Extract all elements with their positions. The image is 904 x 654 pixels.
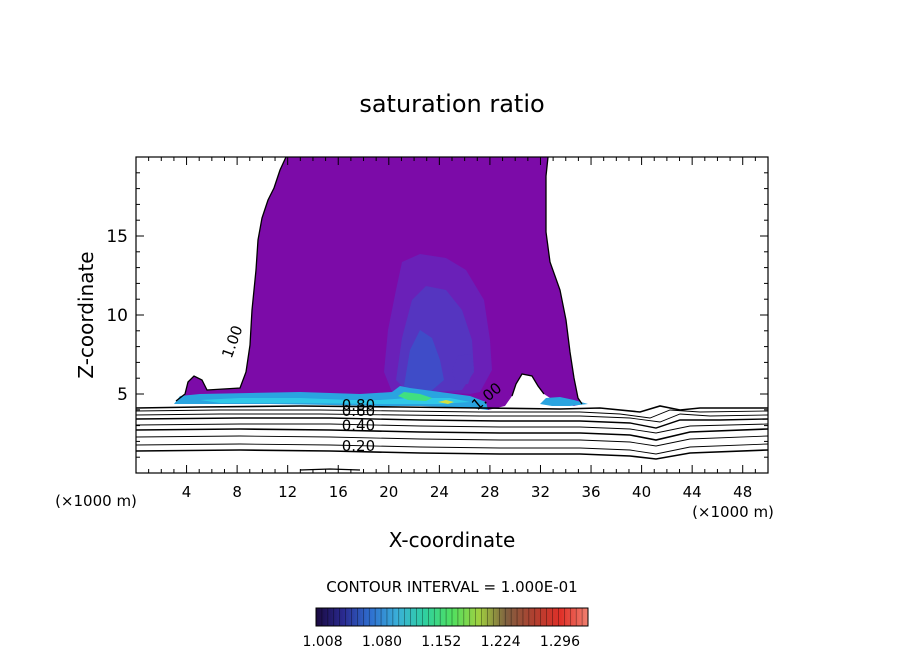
colorbar-label: 1.296 [540, 634, 580, 650]
y-axis-label: Z-coordinate [74, 251, 98, 378]
contour-label: 0.80 [342, 396, 375, 414]
y-tick-label: 10 [106, 306, 128, 326]
x-tick-label: 44 [683, 483, 702, 501]
colorbar-label: 1.152 [421, 634, 461, 650]
colorbar [315, 607, 589, 627]
region-main [176, 157, 582, 410]
x-tick-label: 20 [379, 483, 398, 501]
region-level4b [452, 354, 474, 384]
colorbar-labels: 1.008 1.080 1.152 1.224 1.296 [303, 634, 581, 650]
x-tick-label: 4 [182, 483, 192, 501]
region-cyan-right [540, 397, 588, 406]
colorbar-label: 1.080 [362, 634, 402, 650]
x-tick-label: 24 [430, 483, 449, 501]
x-tick-label: 32 [531, 483, 550, 501]
region-green [398, 392, 432, 401]
x-axis-label: X-coordinate [389, 528, 516, 552]
y-tick-labels: 5 10 15 [106, 227, 128, 405]
colorbar-ticks [321, 608, 583, 626]
x-tick-label: 48 [733, 483, 752, 501]
region-level4 [404, 330, 444, 392]
x-tick-label: 16 [329, 483, 348, 501]
x-tick-label: 36 [581, 483, 600, 501]
region-yellow [438, 400, 454, 404]
plot-area [136, 157, 768, 471]
colorbar-label: 1.224 [481, 634, 521, 650]
colorbar-frame [315, 607, 589, 627]
contour-1.00 [175, 157, 583, 405]
contour-lines [136, 405, 768, 471]
region-cyan2 [200, 398, 470, 404]
x-tick-label: 12 [278, 483, 297, 501]
x-unit-right: (×1000 m) [692, 503, 774, 521]
axis-ticks [136, 157, 768, 473]
x-tick-label: 8 [232, 483, 242, 501]
contour-label: 0.40 [342, 416, 375, 434]
chart-title: saturation ratio [359, 90, 544, 118]
contour-label: 0.20 [342, 437, 375, 455]
contour-label: 1.00 [218, 323, 246, 361]
x-tick-labels: 4 8 12 16 20 24 28 32 36 40 44 48 [182, 483, 752, 501]
y-tick-label: 15 [106, 227, 128, 247]
contour-interval-text: CONTOUR INTERVAL = 1.000E-01 [326, 578, 577, 596]
colorbar-label: 1.008 [303, 634, 343, 650]
x-tick-label: 28 [480, 483, 499, 501]
contour-label: 0.60 [342, 402, 375, 420]
y-tick-label: 5 [117, 385, 128, 405]
x-tick-label: 40 [632, 483, 651, 501]
x-unit-left: (×1000 m) [55, 492, 137, 510]
